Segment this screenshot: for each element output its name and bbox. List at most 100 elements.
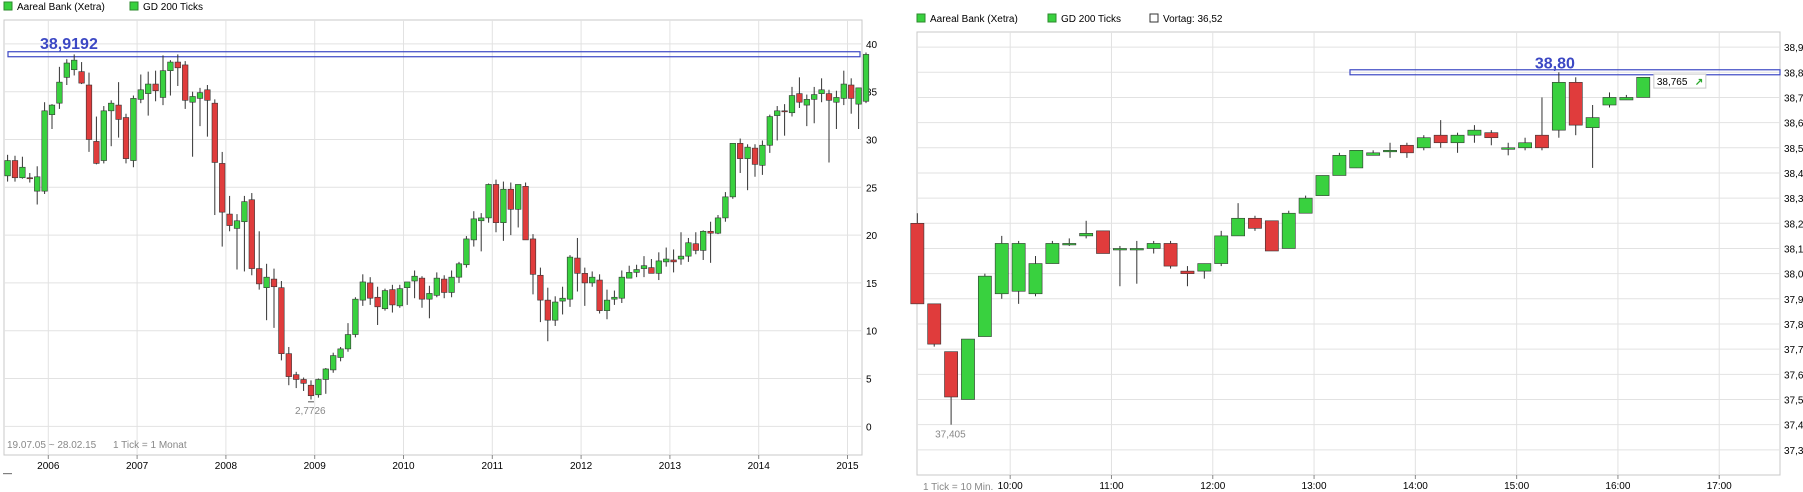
left-x-tick-label: 2009: [304, 461, 327, 472]
left-candle-body: [26, 177, 33, 180]
right-candle: [1349, 150, 1364, 169]
right-candle: [1535, 97, 1549, 151]
left-candle-body: [818, 89, 825, 94]
right-max-price-label: 38,80: [1535, 55, 1575, 72]
left-candle-body: [19, 166, 26, 179]
left-candle: [122, 113, 130, 164]
left-candle-body: [537, 274, 544, 301]
right-y-tick-label: 38,7: [1784, 93, 1803, 104]
right-candle-body: [1045, 243, 1060, 264]
right-candle: [1248, 215, 1262, 231]
left-candle-body: [293, 374, 300, 380]
left-candle: [159, 55, 167, 106]
right-candle-body: [1383, 150, 1397, 153]
left-candle-body: [411, 275, 418, 282]
right-candle: [1146, 240, 1161, 254]
left-candle: [189, 91, 196, 157]
right-x-tick-label: 15:00: [1504, 481, 1529, 492]
left-candle: [389, 284, 396, 313]
left-candle: [618, 270, 625, 303]
left-candle-body: [803, 99, 810, 106]
right-candle: [1281, 210, 1296, 249]
legend-swatch-gd200-intraday: [1047, 13, 1057, 23]
left-candle: [737, 138, 744, 173]
left-candle: [633, 264, 640, 278]
left-candle: [663, 247, 670, 267]
left-candle-body: [825, 93, 833, 101]
left-candle: [596, 274, 603, 314]
left-candle-body: [48, 104, 56, 115]
left-candle-body: [122, 117, 130, 159]
left-candle-body: [159, 70, 167, 98]
left-candle-body: [374, 296, 381, 308]
left-candle-body: [515, 184, 522, 210]
right-candle: [1332, 152, 1347, 176]
left-candle-body: [737, 143, 744, 159]
legend-label-aareal: Aareal Bank (Xetra): [17, 2, 105, 13]
left-candle: [648, 259, 655, 274]
left-candle: [145, 71, 152, 116]
left-candle: [470, 211, 477, 247]
left-candle: [241, 195, 248, 272]
right-candle-body: [1264, 220, 1279, 252]
right-tick-label: 1 Tick = 10 Min.: [923, 482, 993, 492]
right-x-tick-label: 13:00: [1302, 481, 1327, 492]
left-candle: [848, 78, 855, 114]
left-candle-body: [418, 277, 426, 300]
left-candle: [700, 230, 707, 260]
right-min-label: 37,405: [935, 429, 966, 440]
right-x-tick-label: 12:00: [1200, 481, 1225, 492]
left-candle: [537, 267, 544, 323]
right-candle: [1045, 240, 1060, 264]
left-candle: [63, 59, 70, 86]
left-candle: [544, 287, 551, 342]
left-candle: [818, 78, 825, 103]
left-candle: [722, 192, 729, 222]
right-candle: [1484, 130, 1499, 146]
left-candle-body: [433, 277, 440, 296]
right-candle: [1264, 220, 1279, 252]
left-candle-body: [315, 379, 322, 396]
left-candle-body: [529, 238, 537, 275]
left-candle-body: [855, 87, 862, 105]
left-candle: [766, 114, 773, 153]
left-candle-body: [337, 348, 344, 358]
left-y-tick-label: 5: [866, 375, 872, 386]
left-candle: [34, 166, 41, 205]
right-candle-body: [1366, 152, 1381, 156]
left-candle-body: [811, 94, 818, 100]
right-candle: [1619, 94, 1634, 101]
left-y-tick-label: 10: [866, 327, 878, 338]
right-candle-body: [977, 275, 992, 337]
left-candle-body: [63, 62, 70, 78]
left-candle: [796, 77, 803, 108]
legend-swatch-aareal: [3, 1, 13, 11]
left-candle: [759, 140, 766, 175]
left-candle: [441, 275, 448, 299]
right-y-tick-label: 37,3: [1784, 446, 1803, 457]
left-candle: [655, 252, 662, 281]
left-candle: [840, 70, 847, 106]
left-candle-body: [648, 267, 655, 274]
left-candle-body: [840, 83, 847, 99]
left-y-tick-label: 20: [866, 231, 878, 242]
left-candle-body: [448, 276, 455, 293]
left-candle: [219, 151, 226, 247]
right-y-tick-label: 37,5: [1784, 395, 1803, 406]
right-y-tick-label: 37,4: [1784, 421, 1803, 432]
right-candle: [961, 338, 975, 400]
right-candle-body: [1315, 175, 1330, 196]
left-candle-body: [241, 201, 248, 223]
left-candle: [71, 54, 78, 76]
right-candle: [1602, 92, 1617, 108]
right-candle: [1197, 263, 1212, 279]
left-candle: [566, 255, 574, 307]
left-candle-body: [774, 110, 781, 116]
left-candle-body: [729, 143, 736, 198]
left-candle: [692, 232, 699, 255]
right-candle: [1180, 266, 1195, 287]
right-candle-body: [1163, 243, 1178, 267]
left-candle: [811, 86, 818, 124]
left-candle-body: [692, 243, 699, 251]
left-candle: [263, 263, 270, 321]
